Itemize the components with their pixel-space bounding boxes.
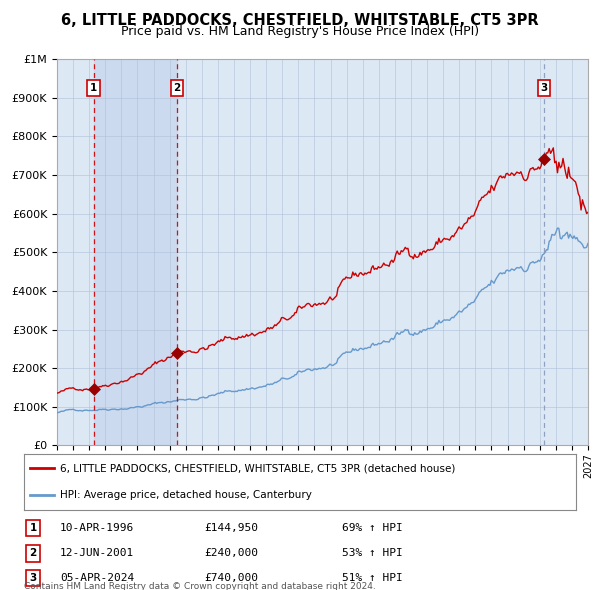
- Text: 12-JUN-2001: 12-JUN-2001: [60, 549, 134, 558]
- Text: 1: 1: [29, 523, 37, 533]
- Bar: [94, 59, 177, 445]
- Text: 51% ↑ HPI: 51% ↑ HPI: [342, 573, 403, 583]
- Text: 2: 2: [173, 83, 181, 93]
- Text: 10-APR-1996: 10-APR-1996: [60, 523, 134, 533]
- Text: Price paid vs. HM Land Registry's House Price Index (HPI): Price paid vs. HM Land Registry's House …: [121, 25, 479, 38]
- Text: £740,000: £740,000: [204, 573, 258, 583]
- Text: 6, LITTLE PADDOCKS, CHESTFIELD, WHITSTABLE, CT5 3PR: 6, LITTLE PADDOCKS, CHESTFIELD, WHITSTAB…: [61, 13, 539, 28]
- Text: 3: 3: [29, 573, 37, 583]
- Text: 1: 1: [90, 83, 97, 93]
- Text: 6, LITTLE PADDOCKS, CHESTFIELD, WHITSTABLE, CT5 3PR (detached house): 6, LITTLE PADDOCKS, CHESTFIELD, WHITSTAB…: [60, 463, 455, 473]
- Text: £240,000: £240,000: [204, 549, 258, 558]
- Text: HPI: Average price, detached house, Canterbury: HPI: Average price, detached house, Cant…: [60, 490, 312, 500]
- Text: 05-APR-2024: 05-APR-2024: [60, 573, 134, 583]
- Text: Contains HM Land Registry data © Crown copyright and database right 2024.: Contains HM Land Registry data © Crown c…: [24, 582, 376, 590]
- Text: 69% ↑ HPI: 69% ↑ HPI: [342, 523, 403, 533]
- Text: 3: 3: [540, 83, 548, 93]
- Text: 2: 2: [29, 549, 37, 558]
- Text: 53% ↑ HPI: 53% ↑ HPI: [342, 549, 403, 558]
- Text: £144,950: £144,950: [204, 523, 258, 533]
